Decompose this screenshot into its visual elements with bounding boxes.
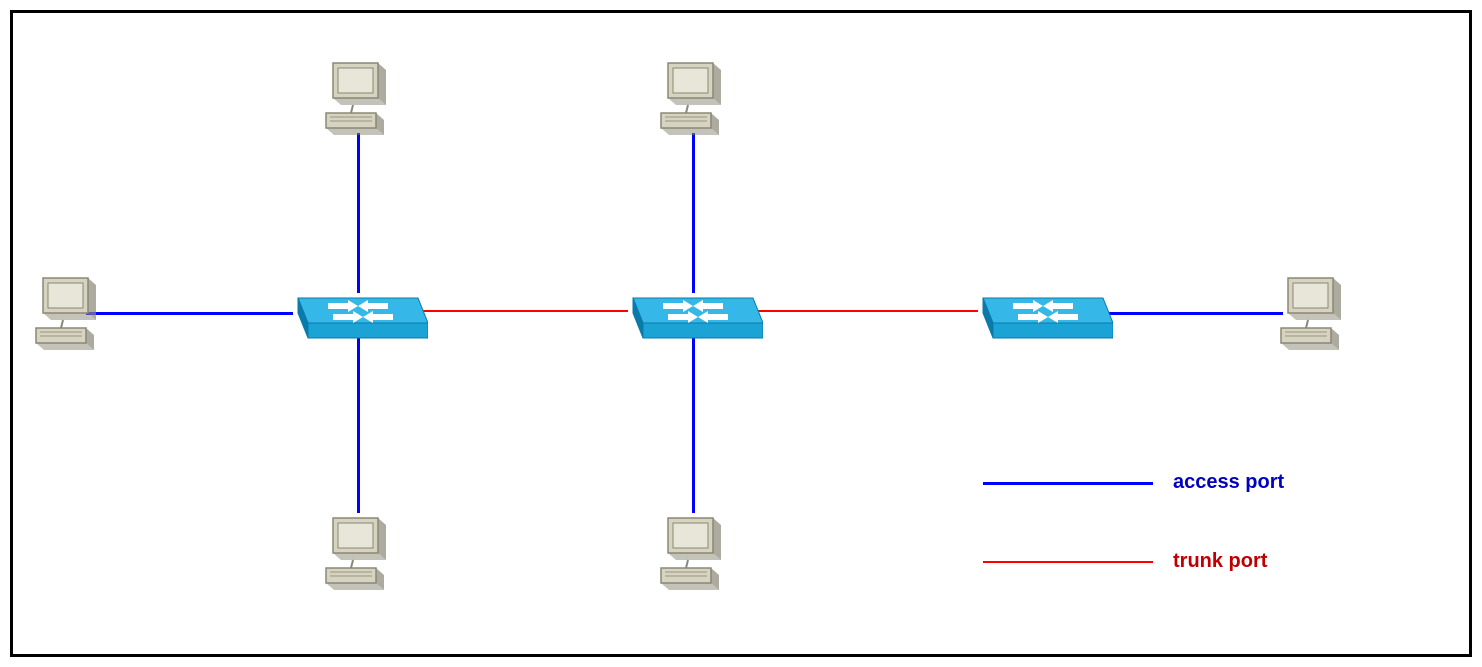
pc-workstation — [653, 58, 733, 143]
access-link — [357, 333, 360, 513]
legend-trunk-line — [983, 561, 1153, 563]
access-link — [86, 312, 293, 315]
switch-icon — [973, 278, 1113, 348]
trunk-link — [423, 310, 628, 312]
pc-icon — [1273, 273, 1353, 353]
switch-icon — [288, 278, 428, 348]
pc-icon — [653, 58, 733, 138]
legend-trunk-label: trunk port — [1173, 550, 1267, 573]
pc-icon — [28, 273, 108, 353]
pc-workstation — [318, 58, 398, 143]
pc-workstation — [1273, 273, 1353, 358]
pc-workstation — [318, 513, 398, 598]
pc-workstation — [653, 513, 733, 598]
access-link — [692, 133, 695, 293]
network-switch — [288, 278, 428, 353]
trunk-link — [758, 310, 978, 312]
pc-workstation — [28, 273, 108, 358]
network-switch — [623, 278, 763, 353]
access-link — [1108, 312, 1283, 315]
network-switch — [973, 278, 1113, 353]
switch-icon — [623, 278, 763, 348]
diagram-frame: access port trunk port — [10, 10, 1472, 657]
pc-icon — [653, 513, 733, 593]
legend-access-line — [983, 482, 1153, 485]
pc-icon — [318, 58, 398, 138]
access-link — [357, 133, 360, 293]
pc-icon — [318, 513, 398, 593]
legend-access-label: access port — [1173, 471, 1284, 494]
access-link — [692, 333, 695, 513]
